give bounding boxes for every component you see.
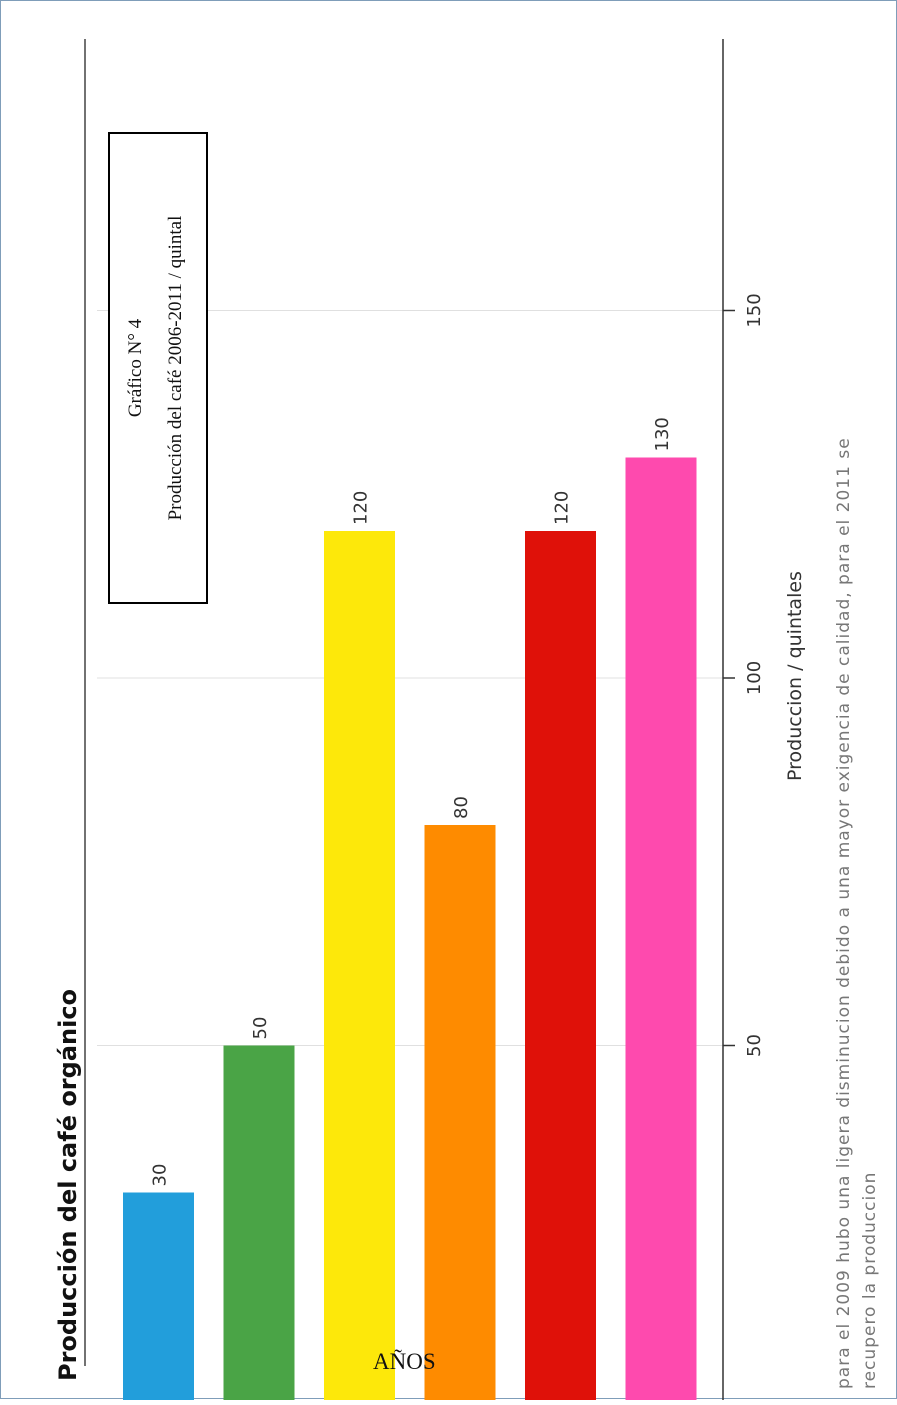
value-label-2010: 120 xyxy=(552,491,573,525)
y-axis-label: Produccion / quintales xyxy=(784,571,806,781)
value-label-2011: 130 xyxy=(652,417,673,451)
value-label-2007: 50 xyxy=(250,1017,271,1040)
axes xyxy=(722,39,735,1405)
annotation-box xyxy=(108,132,208,604)
tick-label-150: 150 xyxy=(744,293,765,327)
bar-2008 xyxy=(324,531,395,1405)
bar-2009 xyxy=(424,825,496,1405)
bar-2007 xyxy=(223,1045,295,1405)
note-line-2: recupero la produccion xyxy=(860,1172,880,1389)
value-label-2009: 80 xyxy=(451,796,472,819)
bar-2011 xyxy=(625,457,697,1405)
chart-title: Producción del café orgánico xyxy=(54,989,82,1381)
tick-label-50: 50 xyxy=(744,1034,765,1057)
bar-2006 xyxy=(123,1192,194,1405)
x-axis-label: AÑOS xyxy=(373,1349,436,1374)
value-label-2006: 30 xyxy=(150,1164,171,1187)
bars xyxy=(123,457,697,1405)
annotation-line1: Gráfico N° 4 xyxy=(125,318,146,417)
tick-label-100: 100 xyxy=(744,661,765,695)
value-label-2008: 120 xyxy=(351,491,372,525)
note-line-1: para el 2009 hubo una ligera disminucion… xyxy=(834,437,854,1389)
labels: 3020065020071202008802009120201013020110… xyxy=(150,293,766,1187)
bar-2010 xyxy=(525,531,596,1405)
annotation-line2: Producción del café 2006-2011 / quintal xyxy=(165,216,186,521)
